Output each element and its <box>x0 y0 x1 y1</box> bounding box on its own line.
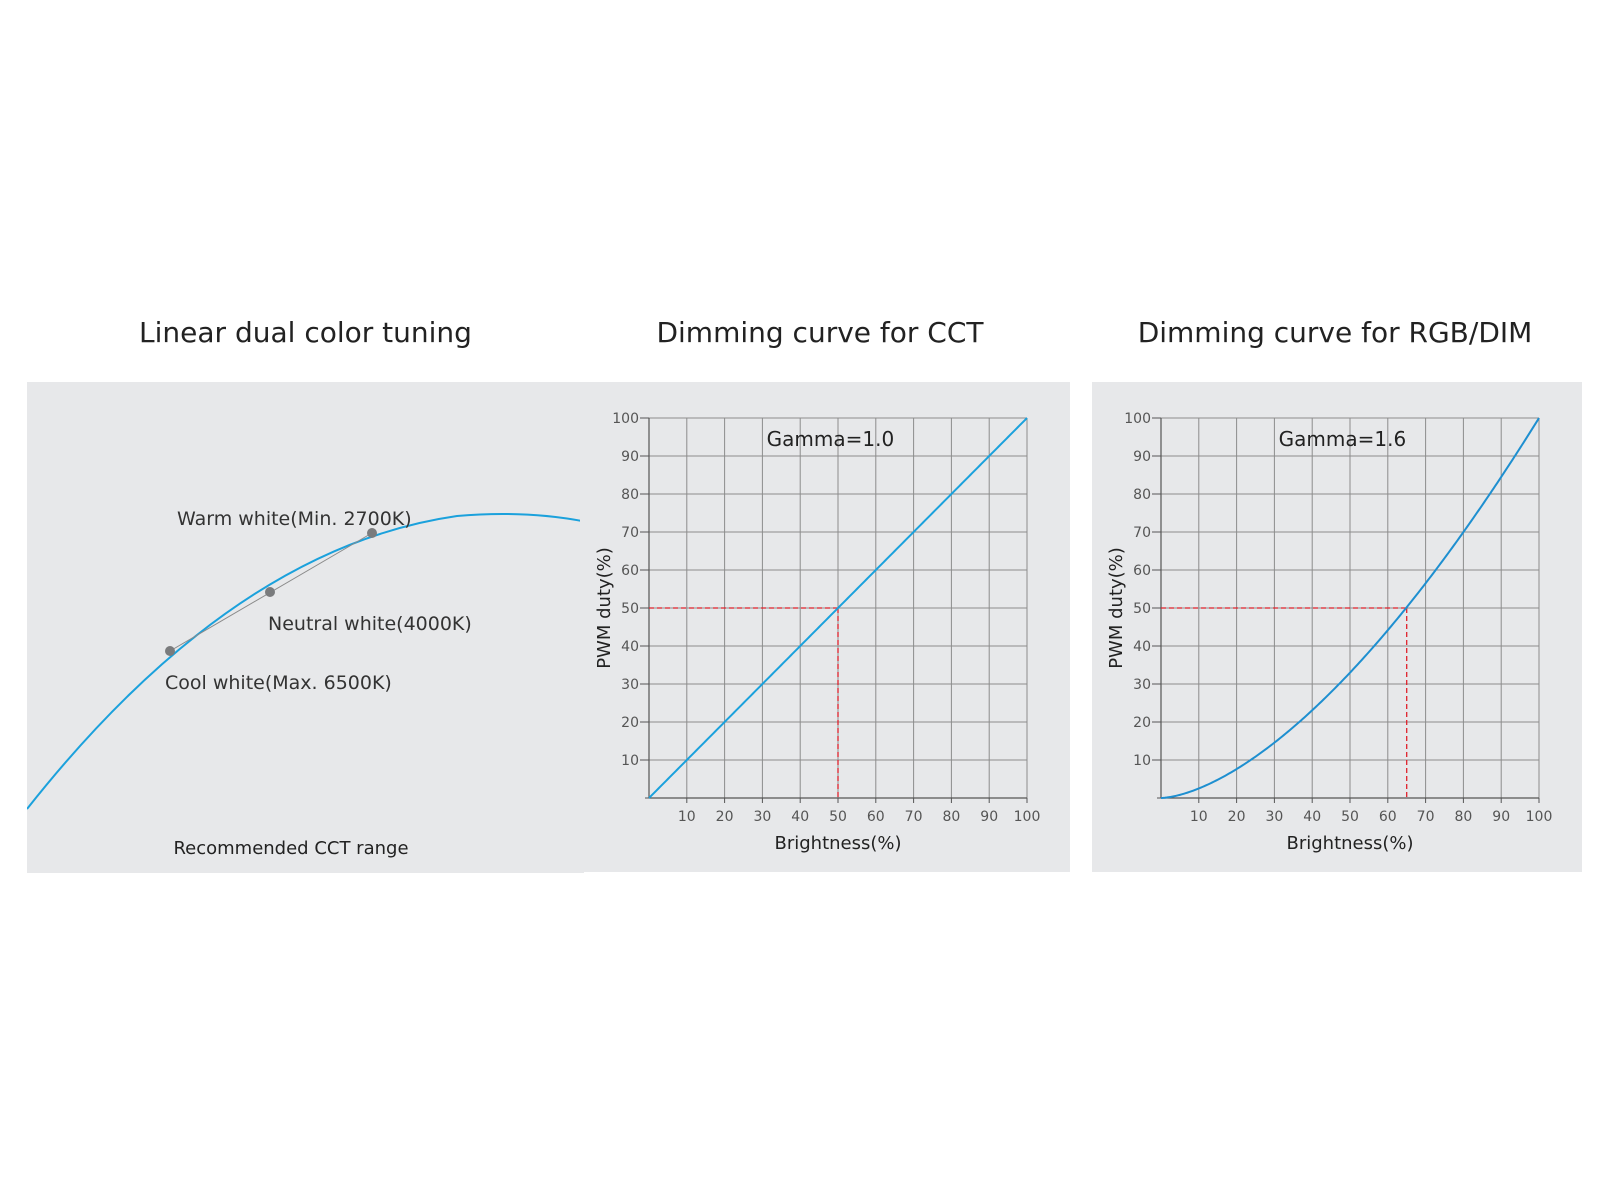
cct-dimming-plot: 10 20 30 40 50 60 70 80 90 100 10 20 30 40 50 60 70 80 90 1… <box>594 411 1041 854</box>
cct-xtick-label-100: 100 <box>1014 809 1041 825</box>
cct-xtick-label-80: 80 <box>942 809 960 825</box>
cct-xtick-label-40: 40 <box>791 809 809 825</box>
rgb-gamma-curve <box>1160 417 1540 799</box>
rgb-xtick-label-70: 70 <box>1417 809 1435 825</box>
cct-ytick-label-20: 20 <box>621 715 639 731</box>
x-axis-label: Brightness(%) <box>1286 833 1413 854</box>
cct-xtick-label-30: 30 <box>753 809 771 825</box>
cct-xtick-label-50: 50 <box>829 809 847 825</box>
cct-ytick-label-100: 100 <box>612 411 639 427</box>
cct-ytick-label-60: 60 <box>621 563 639 579</box>
cct-tuning-plot: Warm white(Min. 2700K) Neutral white(400… <box>27 508 584 859</box>
rgb-ytick-label-70: 70 <box>1133 525 1151 541</box>
rgb-ytick-label-40: 40 <box>1133 639 1151 655</box>
neutral-white-label: Neutral white(4000K) <box>268 613 472 635</box>
cct-xtick-label-60: 60 <box>867 809 885 825</box>
rgb-ytick-label-90: 90 <box>1133 449 1151 465</box>
rgb-xtick-label-10: 10 <box>1190 809 1208 825</box>
cct-ytick-label-30: 30 <box>621 677 639 693</box>
rgb-ytick-label-20: 20 <box>1133 715 1151 731</box>
cct-gamma-curve <box>648 417 1028 799</box>
rgb-xtick-label-50: 50 <box>1341 809 1359 825</box>
y-axis-label: PWM duty(%) <box>594 547 615 669</box>
rgb-xtick-label-90: 90 <box>1492 809 1510 825</box>
cct-ytick-label-80: 80 <box>621 487 639 503</box>
rgb-ytick-label-80: 80 <box>1133 487 1151 503</box>
x-axis-label: Brightness(%) <box>774 833 901 854</box>
rgb-ytick-label-100: 100 <box>1124 411 1151 427</box>
rgb-xtick-label-30: 30 <box>1265 809 1283 825</box>
cct-tuning-panel: Warm white(Min. 2700K) Neutral white(400… <box>27 382 584 873</box>
rgb-xtick-label-100: 100 <box>1526 809 1553 825</box>
cct-ytick-label-40: 40 <box>621 639 639 655</box>
cct-dimming-panel: 10 20 30 40 50 60 70 80 90 100 10 20 30 40 50 60 70 80 90 1… <box>580 382 1070 872</box>
warm-white-label: Warm white(Min. 2700K) <box>177 508 412 530</box>
cct-tuning-curve <box>27 513 584 810</box>
rgb-ytick-label-50: 50 <box>1133 601 1151 617</box>
cct-ytick-label-50: 50 <box>621 601 639 617</box>
cct-ytick-label-70: 70 <box>621 525 639 541</box>
cool-white-point <box>165 646 175 656</box>
rgb-ytick-label-30: 30 <box>1133 677 1151 693</box>
cct-xtick-label-90: 90 <box>980 809 998 825</box>
cct-ytick-label-90: 90 <box>621 449 639 465</box>
rgb-xtick-label-60: 60 <box>1379 809 1397 825</box>
warm-white-point <box>367 528 377 538</box>
cct-dimming-title: Dimming curve for CCT <box>656 316 984 349</box>
cct-xtick-label-20: 20 <box>716 809 734 825</box>
rgb-ytick-label-10: 10 <box>1133 753 1151 769</box>
y-axis-label: PWM duty(%) <box>1106 547 1127 669</box>
rgb-dimming-title: Dimming curve for RGB/DIM <box>1137 316 1533 349</box>
gamma-annotation: Gamma=1.0 <box>767 427 895 451</box>
rgb-xtick-label-20: 20 <box>1228 809 1246 825</box>
cct-xtick-label-70: 70 <box>905 809 923 825</box>
cct-range-caption: Recommended CCT range <box>173 838 408 859</box>
neutral-white-point <box>265 587 275 597</box>
rgb-xtick-label-40: 40 <box>1303 809 1321 825</box>
rgb-dimming-plot: 10 20 30 40 50 60 70 80 90 100 10 20 30 40 50 60 70 80 90 1… <box>1106 411 1553 854</box>
cool-white-label: Cool white(Max. 6500K) <box>165 672 392 694</box>
gamma-annotation: Gamma=1.6 <box>1279 427 1407 451</box>
cct-ytick-label-10: 10 <box>621 753 639 769</box>
rgb-xtick-label-80: 80 <box>1454 809 1472 825</box>
cct-tuning-title: Linear dual color tuning <box>139 316 472 349</box>
cct-xtick-label-10: 10 <box>678 809 696 825</box>
rgb-ytick-label-60: 60 <box>1133 563 1151 579</box>
rgb-dimming-panel: 10 20 30 40 50 60 70 80 90 100 10 20 30 40 50 60 70 80 90 1… <box>1092 382 1582 872</box>
